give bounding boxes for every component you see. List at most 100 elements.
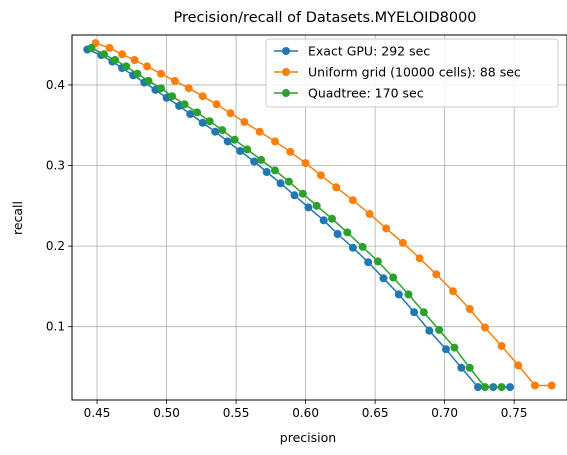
data-point [205,117,214,126]
x-tick-label: 0.45 [84,406,111,420]
data-point [130,56,139,64]
data-point [243,145,252,154]
data-point [373,257,382,266]
y-tick-label: 0.4 [46,78,65,92]
data-point [157,69,165,78]
data-point [497,342,506,350]
data-point [432,270,441,279]
legend-label: Exact GPU: 292 sec [308,44,430,59]
data-point [404,290,413,299]
data-point [143,62,152,71]
data-point [481,383,489,392]
data-point [111,56,120,64]
data-point [398,238,407,247]
data-point [211,127,220,136]
y-tick-label: 0.1 [46,320,65,334]
data-point [218,126,227,135]
data-point [435,325,444,334]
data-point [382,224,391,233]
data-point [457,363,466,372]
data-point [425,326,434,335]
y-axis-label: recall [10,201,25,235]
data-point [474,383,482,392]
data-point [298,189,307,198]
data-point [531,381,539,390]
data-point [118,50,127,59]
data-point [419,308,428,317]
data-point [312,201,321,210]
data-point [226,109,235,118]
data-point [449,287,457,296]
series-2 [87,43,506,392]
series-1 [91,39,556,390]
data-point [250,157,259,166]
data-point [198,92,207,101]
x-tick-label: 0.70 [431,406,458,420]
data-point [389,273,398,282]
data-point [271,166,279,175]
data-point [465,363,474,372]
x-tick-label: 0.50 [153,406,180,420]
data-point [240,118,249,126]
data-point [286,147,295,156]
y-tick-label: 0.2 [46,239,65,253]
data-point [168,92,177,101]
data-point [304,203,313,212]
data-point [186,110,195,118]
data-point [364,258,373,267]
data-point [348,243,357,252]
data-point [394,290,403,299]
data-point [262,168,271,176]
data-point [497,383,506,392]
data-point [348,196,357,205]
legend-marker [282,89,290,97]
data-point [157,84,165,93]
legend-item: Uniform grid (10000 cells): 88 sec [274,65,521,80]
data-point [255,127,264,136]
data-point [236,147,245,155]
data-point [257,155,266,164]
data-point [506,383,514,392]
x-axis-label: precision [280,430,336,445]
data-point [198,118,207,127]
data-point [481,323,489,332]
data-point [180,100,189,109]
data-point [212,100,221,109]
data-point [450,343,459,352]
x-tick-label: 0.55 [223,406,250,420]
data-point [184,84,193,93]
legend: Exact GPU: 292 sec Uniform grid (10000 ce… [265,38,559,108]
legend-box [265,38,559,108]
data-point [100,50,108,59]
data-point [170,76,179,85]
y-tick-label: 0.3 [46,159,65,173]
x-tick-label: 0.60 [292,406,319,420]
data-point [328,214,336,223]
data-point [332,183,341,192]
data-point [343,228,352,237]
chart-title: Precision/recall of Datasets.MYELOID8000 [173,10,476,26]
data-point [133,69,142,78]
data-point [284,177,293,186]
data-point [333,230,342,238]
data-point [410,308,419,317]
data-point [365,209,374,218]
data-point [514,361,523,370]
data-point [87,43,96,52]
data-point [193,108,202,117]
legend-item: Quadtree: 170 sec [274,86,424,101]
legend-marker [282,68,290,76]
data-point [316,171,325,180]
data-point [442,345,450,354]
data-point [547,381,556,390]
series-layer [83,39,556,392]
data-point [223,137,232,146]
legend-label: Quadtree: 170 sec [308,86,424,101]
data-point [144,76,153,85]
data-point [276,179,285,188]
legend-item: Exact GPU: 292 sec [274,44,430,59]
data-point [319,216,328,225]
data-point [358,242,367,251]
data-point [465,305,474,313]
